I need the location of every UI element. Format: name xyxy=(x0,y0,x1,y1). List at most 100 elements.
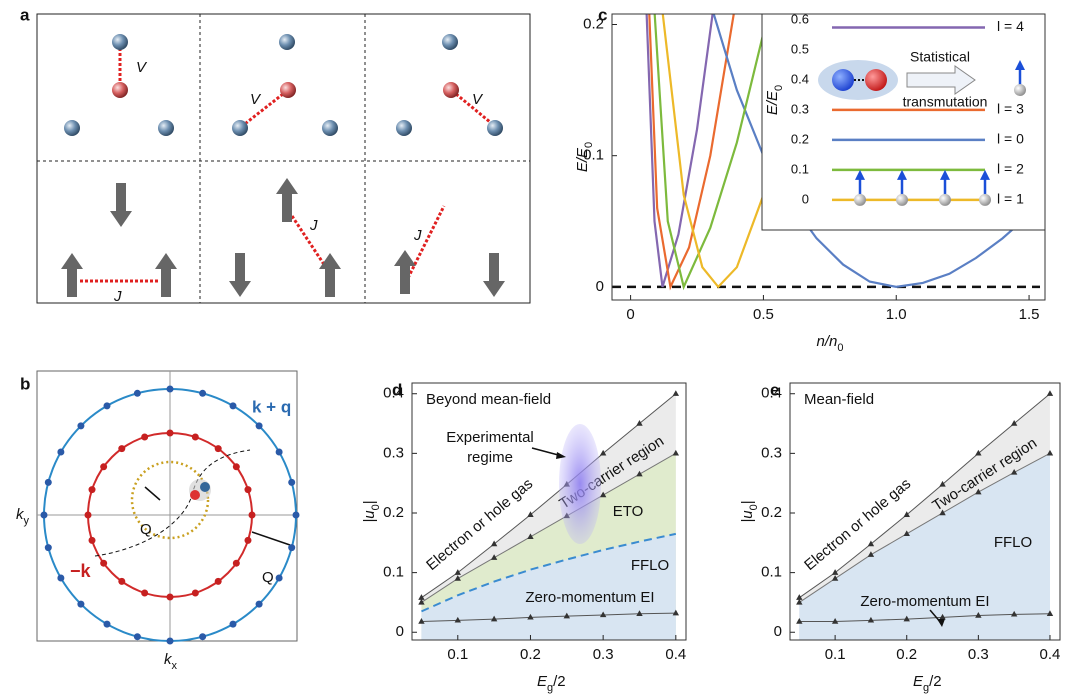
q-arrow xyxy=(144,486,161,501)
marker xyxy=(527,533,534,540)
marker xyxy=(975,612,982,618)
axis-label-part: k xyxy=(164,651,173,668)
marker xyxy=(796,594,803,600)
region xyxy=(799,613,1050,640)
k-point xyxy=(199,633,207,641)
k-point xyxy=(88,536,96,544)
k-point xyxy=(166,593,174,601)
y-tick-label: 0.1 xyxy=(583,147,604,164)
y-axis-label-part: 0 xyxy=(773,85,785,91)
series-line xyxy=(645,14,714,288)
k-point xyxy=(244,486,252,494)
k-point xyxy=(166,429,174,437)
annotation: regime xyxy=(467,449,513,466)
bonds xyxy=(80,48,491,283)
axis-label: kx xyxy=(164,651,178,672)
x-axis-label-part: E xyxy=(537,673,548,690)
x-axis-label-part: n/n xyxy=(817,333,838,350)
y-tick-label: 0.4 xyxy=(761,385,782,402)
k-point xyxy=(57,574,65,582)
bond-label: V xyxy=(250,91,262,108)
level-label: l = 1 xyxy=(997,191,1024,207)
level-label: l = 3 xyxy=(997,101,1024,117)
q-label: Q xyxy=(140,521,152,538)
exciton xyxy=(200,482,210,492)
marker xyxy=(939,480,946,487)
k-point xyxy=(141,589,149,597)
k-point xyxy=(288,478,296,486)
y-tick-label: 0.3 xyxy=(791,101,809,116)
k-point xyxy=(118,577,126,585)
boson xyxy=(939,193,951,206)
marker xyxy=(672,390,680,396)
k-point xyxy=(100,559,108,567)
spins xyxy=(61,178,505,297)
boson xyxy=(896,193,908,206)
panel-label: d xyxy=(392,380,402,399)
bond-label: J xyxy=(309,217,318,234)
electron xyxy=(832,69,854,91)
marker xyxy=(490,554,498,560)
k-point xyxy=(288,544,296,552)
annotation: Experimental xyxy=(446,429,534,446)
q-label: Q xyxy=(262,569,274,586)
q-arrow xyxy=(251,531,291,546)
series-line xyxy=(421,612,676,623)
marker xyxy=(867,551,875,557)
spin-head xyxy=(940,169,950,180)
x-axis-label-part: /2 xyxy=(929,673,942,690)
k-point xyxy=(166,637,174,645)
level-label: l = 4 xyxy=(997,18,1024,34)
x-tick-label: 0.1 xyxy=(825,646,846,663)
marker xyxy=(1010,420,1018,426)
panel-b: b k + q −k Q Q xyxy=(20,370,300,645)
x-axis-label: n/n0 xyxy=(817,333,844,354)
panel-label: e xyxy=(770,380,779,399)
bond-label: J xyxy=(113,288,122,305)
series-line xyxy=(653,14,770,291)
y-axis-label-part: 0 xyxy=(583,142,595,148)
axis-label-part: y xyxy=(24,515,30,527)
axis-label-part: x xyxy=(172,660,178,672)
marker xyxy=(975,488,982,495)
x-tick-label: 0.4 xyxy=(665,646,686,663)
region xyxy=(799,453,1050,640)
marker xyxy=(1010,610,1018,617)
marker xyxy=(867,616,875,623)
boson xyxy=(1014,84,1026,96)
axis-label: ky xyxy=(16,506,30,527)
circle-label: k + q xyxy=(252,397,291,416)
marker xyxy=(831,575,839,581)
y-tick-label: 0.4 xyxy=(791,71,809,86)
k-point xyxy=(88,486,96,494)
y-tick-label: 0.2 xyxy=(761,504,782,521)
k-point xyxy=(118,445,126,453)
region-label: ETO xyxy=(613,503,644,520)
marker xyxy=(599,449,607,456)
k-point xyxy=(191,433,199,441)
k-point xyxy=(214,445,222,453)
y-tick-label: 0 xyxy=(774,623,782,640)
k-point xyxy=(292,511,300,519)
y-tick-label: 0.2 xyxy=(791,131,809,146)
level-label: l = 0 xyxy=(997,131,1024,147)
x-tick-label: 0.2 xyxy=(896,646,917,663)
series-line xyxy=(799,452,1051,603)
marker xyxy=(831,569,839,575)
k-point xyxy=(275,574,283,582)
y-axis-label-part: |u xyxy=(361,510,378,523)
marker xyxy=(939,613,946,620)
y-tick-label: 0.2 xyxy=(583,15,604,32)
y-axis-label-part: 0 xyxy=(748,504,760,510)
k-point xyxy=(199,389,207,397)
k-point xyxy=(44,544,52,552)
k-point xyxy=(133,389,141,397)
marker xyxy=(672,449,680,456)
marker xyxy=(527,613,534,620)
y-axis-label-part: E/E xyxy=(574,147,591,172)
marker xyxy=(939,509,946,516)
x-tick-label: 0 xyxy=(626,306,634,323)
marker xyxy=(418,594,425,600)
y-tick-label: 0.1 xyxy=(791,161,809,176)
pointer-head xyxy=(937,619,945,627)
